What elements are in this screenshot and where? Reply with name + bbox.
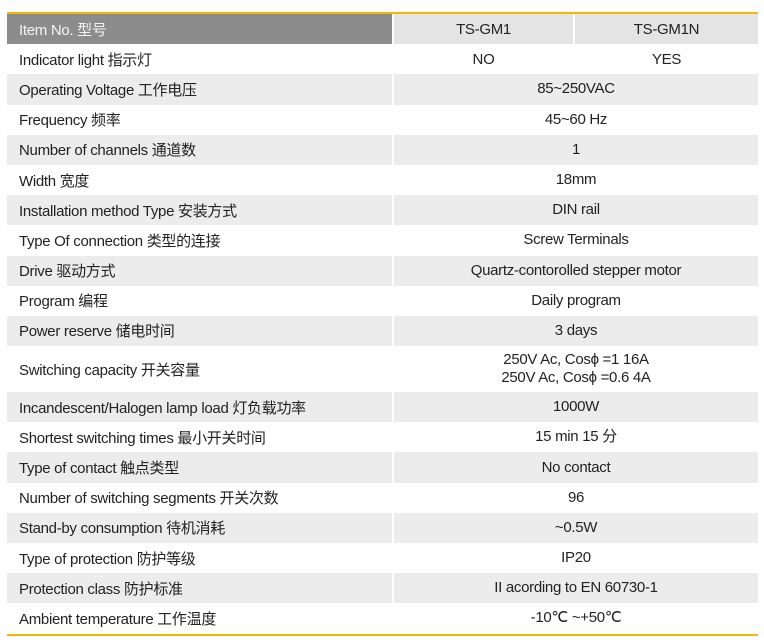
row-value: 96: [392, 482, 758, 513]
table-row: Switching capacity 开关容量 250V Ac, Cosϕ =1 …: [7, 346, 758, 393]
row-value: II acording to EN 60730-1: [392, 573, 758, 604]
row-value: Quartz-contorolled stepper motor: [392, 255, 758, 286]
row-value: 18mm: [392, 164, 758, 196]
row-value: -10℃ ~+50℃: [392, 603, 758, 634]
row-label: Frequency 频率: [19, 112, 121, 130]
row-label: Width 宽度: [19, 172, 90, 190]
row-label: Number of channels 通道数: [7, 134, 392, 165]
table-row: Indicator light 指示灯 NO YES: [7, 44, 758, 75]
row-label: Type Of connection 类型的连接: [19, 232, 221, 250]
table-row: Operating Voltage 工作电压 85~250VAC: [7, 74, 758, 105]
row-value: 1: [392, 134, 758, 165]
row-value: IP20: [392, 543, 758, 574]
table-row: Incandescent/Halogen lamp load 灯负载功率 1000…: [7, 392, 758, 423]
table-row: Drive 驱动方式 Quartz-contorolled stepper mot…: [7, 255, 758, 286]
row-label: Power reserve 储电时间: [7, 315, 392, 347]
table-row: Installation method Type 安装方式 DIN rail: [7, 195, 758, 226]
table-row: Type of protection 防护等级 IP20: [7, 543, 758, 574]
row-value-model-2: YES: [573, 44, 758, 75]
table-row: Stand-by consumption 待机消耗 ~0.5W: [7, 512, 758, 543]
row-value-line: 250V Ac, Cosϕ =1 16A: [503, 351, 649, 369]
row-label: Type of contact 触点类型: [7, 452, 392, 483]
row-value: 45~60 Hz: [392, 104, 758, 135]
table-row: Type Of connection 类型的连接 Screw Terminals: [7, 225, 758, 256]
row-label: Number of switching segments 开关次数: [19, 490, 279, 508]
table-row: Type of contact 触点类型 No contact: [7, 452, 758, 483]
row-value: No contact: [392, 452, 758, 483]
row-label: Operating Voltage 工作电压: [7, 74, 392, 105]
table-row: Power reserve 储电时间 3 days: [7, 315, 758, 347]
row-label: Indicator light 指示灯: [19, 51, 152, 69]
row-label: Program 编程: [19, 293, 108, 311]
row-value-model-1: NO: [392, 44, 573, 75]
header-item-label: Item No. 型号: [7, 14, 392, 45]
row-label: Installation method Type 安装方式: [7, 195, 392, 226]
row-value: 15 min 15 分: [392, 422, 758, 453]
table-row: Width 宽度 18mm: [7, 164, 758, 196]
row-value: 3 days: [392, 315, 758, 347]
spec-table: Item No. 型号 TS-GM1 TS-GM1N Indicator lig…: [7, 12, 758, 636]
row-value: 250V Ac, Cosϕ =1 16A 250V Ac, Cosϕ =0.6 4…: [392, 346, 758, 393]
table-row: Protection class 防护标准 II acording to EN 6…: [7, 573, 758, 604]
row-value: ~0.5W: [392, 512, 758, 543]
table-row: Program 编程 Daily program: [7, 285, 758, 316]
table-header: Item No. 型号 TS-GM1 TS-GM1N: [7, 14, 758, 45]
row-value: 1000W: [392, 392, 758, 423]
row-label: Protection class 防护标准: [7, 573, 392, 604]
table-row: Number of switching segments 开关次数 96: [7, 482, 758, 513]
header-model-2: TS-GM1N: [573, 14, 758, 45]
row-label: Incandescent/Halogen lamp load 灯负载功率: [7, 392, 392, 423]
row-value: Daily program: [392, 285, 758, 316]
row-label: Type of protection 防护等级: [19, 550, 196, 568]
row-value-line: 250V Ac, Cosϕ =0.6 4A: [501, 369, 651, 387]
row-value: Screw Terminals: [392, 225, 758, 256]
row-value: DIN rail: [392, 195, 758, 226]
table-row: Number of channels 通道数 1: [7, 134, 758, 165]
table-row: Shortest switching times 最小开关时间 15 min 15…: [7, 422, 758, 453]
row-value: 85~250VAC: [392, 74, 758, 105]
header-model-1: TS-GM1: [392, 14, 573, 45]
row-label: Ambient temperature 工作温度: [19, 610, 217, 628]
row-label: Drive 驱动方式: [7, 255, 392, 286]
row-label: Stand-by consumption 待机消耗: [7, 512, 392, 543]
row-label: Shortest switching times 最小开关时间: [19, 429, 266, 447]
table-row: Ambient temperature 工作温度 -10℃ ~+50℃: [7, 603, 758, 634]
row-label: Switching capacity 开关容量: [19, 361, 200, 379]
table-row: Frequency 频率 45~60 Hz: [7, 104, 758, 135]
